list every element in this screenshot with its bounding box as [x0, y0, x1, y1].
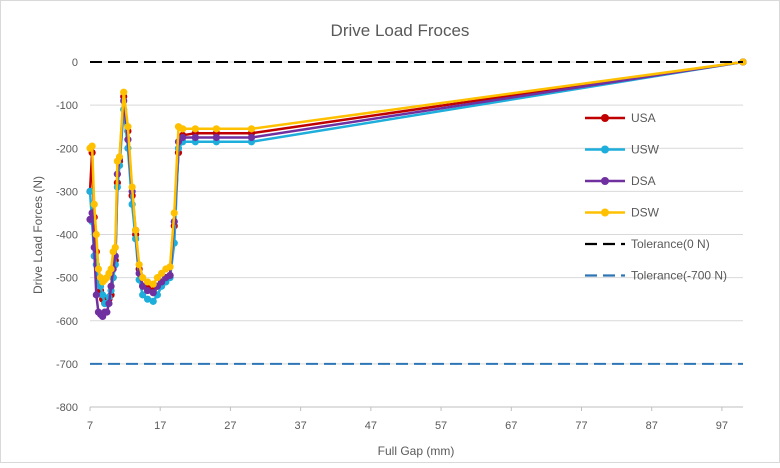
data-point — [92, 230, 100, 239]
data-point — [86, 187, 94, 195]
data-point — [132, 226, 140, 234]
legend-item: USW — [585, 143, 660, 157]
legend-item: USA — [585, 111, 656, 125]
data-point — [107, 282, 115, 290]
legend-item: Tolerance(0 N) — [585, 237, 710, 251]
x-tick-label: 77 — [575, 420, 587, 432]
legend-item: DSW — [585, 206, 660, 220]
data-point — [103, 308, 111, 316]
data-point — [143, 295, 152, 303]
data-point — [92, 291, 100, 299]
data-point — [179, 125, 187, 133]
chart-title: Drive Load Froces — [331, 21, 470, 40]
legend-label: Tolerance(0 N) — [631, 237, 710, 251]
axis-layer: 0 -100 -200 -300 -400 -500 -600 -700 -800 7 17 27 37… — [56, 57, 743, 432]
data-point — [212, 125, 220, 133]
legend-label: Tolerance(-700 N) — [631, 269, 727, 283]
data-point — [86, 215, 94, 224]
x-tick-label: 7 — [87, 420, 93, 432]
series-dsw — [86, 58, 747, 288]
y-tick-label: -300 — [56, 186, 78, 198]
data-point — [247, 125, 256, 133]
y-tick-label: 0 — [72, 57, 78, 69]
y-tick-label: -400 — [56, 230, 78, 242]
data-point — [94, 265, 103, 273]
x-tick-label: 67 — [505, 420, 517, 432]
data-point — [212, 133, 220, 142]
data-point — [88, 142, 96, 150]
legend-label: USA — [631, 111, 656, 125]
data-point — [191, 125, 199, 133]
series-layer — [86, 58, 747, 365]
data-point — [139, 291, 147, 299]
legend-swatch-marker — [601, 145, 609, 154]
data-point — [149, 289, 157, 297]
data-point — [166, 263, 174, 271]
data-point — [247, 133, 256, 142]
data-point — [166, 271, 174, 280]
data-point — [135, 261, 143, 269]
data-point — [139, 274, 147, 282]
legend-swatch-marker — [601, 114, 609, 122]
data-point — [120, 88, 128, 96]
x-tick-label: 87 — [646, 420, 658, 432]
y-tick-label: -500 — [56, 273, 78, 285]
data-point — [99, 291, 107, 299]
data-point — [105, 299, 113, 308]
y-tick-label: -200 — [56, 143, 78, 155]
x-tick-label: 37 — [295, 420, 307, 432]
data-point — [149, 297, 157, 305]
data-point — [111, 243, 119, 252]
data-point — [124, 123, 132, 131]
data-point — [149, 280, 157, 288]
x-tick-label: 47 — [365, 420, 377, 432]
data-point — [170, 209, 178, 217]
data-point — [128, 183, 136, 191]
x-tick-label: 17 — [154, 420, 166, 432]
legend-label: USW — [631, 143, 660, 157]
data-point — [143, 286, 152, 295]
legend-label: DSW — [631, 206, 660, 220]
legend-swatch-marker — [601, 177, 609, 185]
x-axis-label: Full Gap (mm) — [378, 444, 455, 458]
data-point — [179, 133, 187, 142]
y-tick-label: -100 — [56, 100, 78, 112]
data-point — [107, 265, 115, 273]
legend-item: Tolerance(-700 N) — [585, 269, 727, 283]
legend-swatch-marker — [601, 208, 609, 217]
data-point — [115, 153, 124, 161]
data-point — [90, 200, 98, 208]
data-point — [191, 133, 199, 142]
y-axis-label: Drive Load Forces (N) — [31, 176, 45, 294]
y-tick-label: -600 — [56, 316, 78, 328]
legend-item: DSA — [585, 174, 656, 188]
y-tick-label: -800 — [56, 402, 78, 414]
legend-label: DSA — [631, 174, 656, 188]
y-tick-label: -700 — [56, 359, 78, 371]
x-tick-label: 57 — [435, 420, 447, 432]
x-tick-label: 97 — [716, 420, 728, 432]
legend: USA USW DSA DSW Tolerance(0 N) Tolerance(-700… — [585, 111, 727, 283]
data-point — [143, 278, 152, 286]
data-point — [139, 282, 147, 290]
x-tick-label: 27 — [224, 420, 236, 432]
